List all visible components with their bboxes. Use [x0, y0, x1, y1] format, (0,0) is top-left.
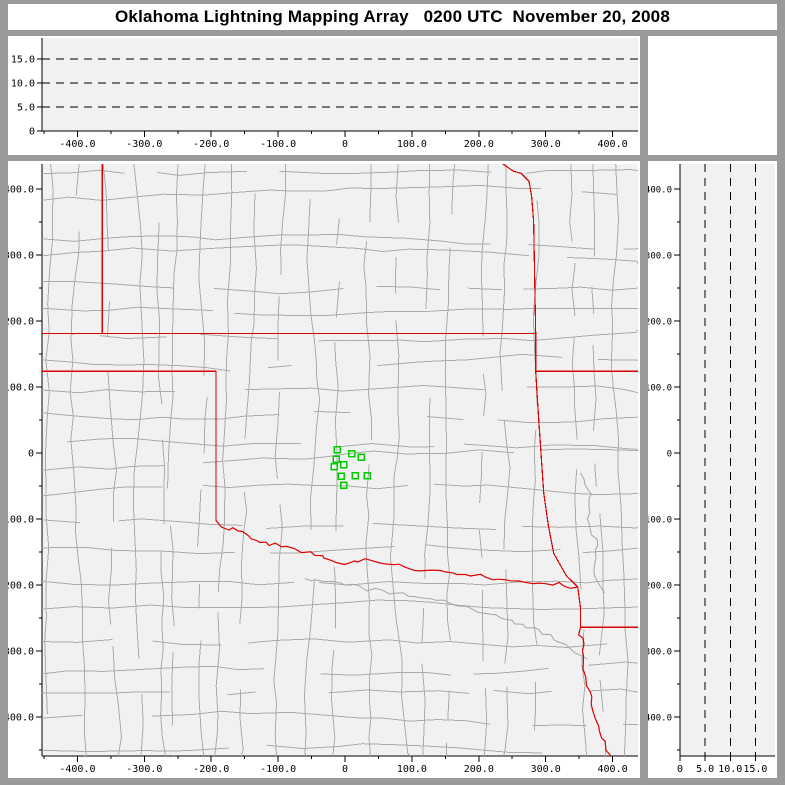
svg-text:-300.0: -300.0 [648, 648, 672, 658]
svg-text:200.0: 200.0 [8, 317, 34, 328]
svg-text:5.0: 5.0 [17, 103, 35, 114]
svg-text:10.0: 10.0 [11, 79, 35, 90]
svg-text:-300.0: -300.0 [8, 647, 34, 658]
svg-text:0: 0 [28, 449, 34, 460]
svg-text:0: 0 [667, 450, 672, 460]
svg-text:-300.0: -300.0 [126, 139, 162, 150]
svg-text:-400.0: -400.0 [59, 764, 95, 775]
ew-altitude-panel[interactable]: 0 5.0 10.0 15.0 -400.0 -300.0 -200.0 -100.0 0 100… [8, 36, 640, 155]
svg-text:300.0: 300.0 [648, 252, 672, 262]
svg-text:100.0: 100.0 [397, 764, 427, 775]
svg-text:-100.0: -100.0 [260, 139, 296, 150]
svg-text:200.0: 200.0 [464, 764, 494, 775]
svg-text:-400.0: -400.0 [8, 713, 34, 724]
svg-text:400.0: 400.0 [648, 186, 672, 196]
svg-text:-200.0: -200.0 [193, 764, 229, 775]
svg-text:0: 0 [342, 764, 348, 775]
svg-text:-200.0: -200.0 [648, 582, 672, 592]
svg-text:-400.0: -400.0 [648, 714, 672, 724]
svg-text:-100.0: -100.0 [260, 764, 296, 775]
title-bar: Oklahoma Lightning Mapping Array 0200 UT… [8, 4, 777, 30]
svg-text:400.0: 400.0 [598, 764, 628, 775]
svg-text:0: 0 [342, 139, 348, 150]
svg-text:200.0: 200.0 [464, 139, 494, 150]
svg-text:200.0: 200.0 [648, 318, 672, 328]
svg-text:-300.0: -300.0 [126, 764, 162, 775]
svg-text:5.0: 5.0 [696, 764, 714, 775]
plan-view-panel[interactable]: -400.0 -300.0 -200.0 -100.0 0 100.0 200.0 300.0… [8, 161, 640, 778]
plan-view-map-plot[interactable]: -400.0 -300.0 -200.0 -100.0 0 100.0 200.0 300.0… [8, 161, 640, 778]
blank-corner-panel [648, 36, 777, 155]
svg-text:10.0: 10.0 [718, 764, 742, 775]
ew-altitude-plot[interactable]: 0 5.0 10.0 15.0 -400.0 -300.0 -200.0 -100.0 0 100… [8, 36, 640, 155]
svg-text:-200.0: -200.0 [8, 581, 34, 592]
svg-text:300.0: 300.0 [531, 139, 561, 150]
svg-text:15.0: 15.0 [743, 764, 767, 775]
svg-text:300.0: 300.0 [8, 251, 34, 262]
svg-text:400.0: 400.0 [598, 139, 628, 150]
page-title: Oklahoma Lightning Mapping Array 0200 UT… [115, 7, 670, 26]
svg-text:-100.0: -100.0 [8, 515, 34, 526]
svg-text:100.0: 100.0 [397, 139, 427, 150]
svg-text:0: 0 [677, 764, 683, 775]
svg-text:400.0: 400.0 [8, 185, 34, 196]
svg-text:-100.0: -100.0 [648, 516, 672, 526]
ns-altitude-panel[interactable]: 0 5.0 10.015.0 -400.0 -300.0 -200.0 -100.0 0 100… [648, 161, 777, 778]
svg-text:15.0: 15.0 [11, 55, 35, 66]
svg-text:300.0: 300.0 [531, 764, 561, 775]
svg-text:-200.0: -200.0 [193, 139, 229, 150]
svg-text:0: 0 [29, 127, 35, 138]
svg-text:-400.0: -400.0 [59, 139, 95, 150]
ns-altitude-plot[interactable]: 0 5.0 10.015.0 -400.0 -300.0 -200.0 -100.0 0 100… [648, 161, 777, 778]
svg-text:100.0: 100.0 [8, 383, 34, 394]
svg-text:100.0: 100.0 [648, 384, 672, 394]
